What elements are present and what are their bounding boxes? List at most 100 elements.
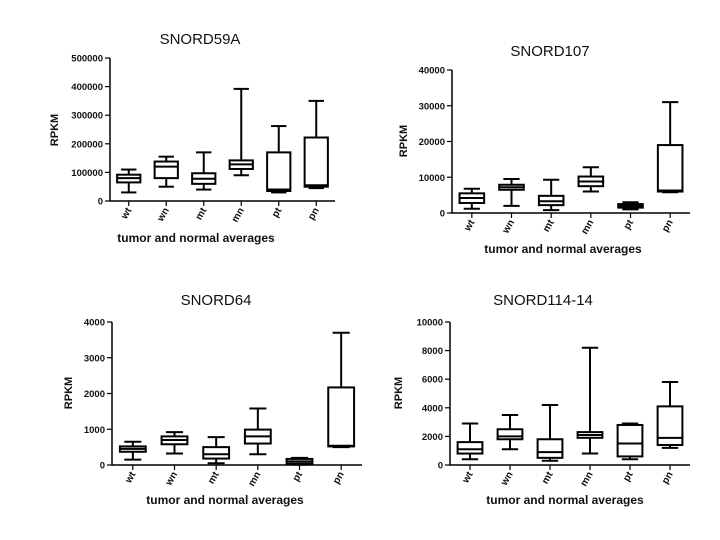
box-plot-mt (202, 436, 231, 465)
y-tick-label: 400000 (71, 82, 103, 93)
box-plot-wt (458, 187, 486, 210)
x-category-label: mt (194, 205, 210, 222)
box-plot-pt (285, 456, 314, 466)
x-axis-label: tumor and normal averages (146, 493, 304, 507)
box-plot-wt (456, 422, 484, 461)
y-tick-label: 10000 (419, 173, 445, 184)
axis-lines (111, 322, 362, 466)
y-tick-label: 6000 (422, 375, 443, 386)
box-plot-pn (656, 381, 684, 449)
x-category-label: wn (500, 218, 517, 236)
box-iqr (656, 144, 684, 193)
y-tick-label: 4000 (422, 403, 443, 414)
x-category-label: pn (660, 218, 676, 234)
plot-area: 0 2000 4000 6000 8000 10000 wt wn mt mn pt pn (417, 318, 690, 488)
x-axis-label: tumor and normal averages (117, 231, 275, 245)
y-tick-label: 20000 (419, 137, 445, 148)
x-category-label: pt (621, 469, 636, 483)
box-plot-mn (243, 407, 272, 456)
x-category-label: mn (230, 206, 247, 224)
chart-title: SNORD64 (181, 292, 252, 309)
box-iqr (656, 405, 684, 446)
chart-title: SNORD59A (160, 31, 241, 48)
y-tick-label: 200000 (71, 139, 103, 150)
y-tick-label: 10000 (417, 318, 443, 329)
box-plot-wn (153, 155, 179, 188)
box-plot-pt (616, 422, 644, 461)
y-tick-label: 3000 (84, 353, 105, 364)
x-category-label: mn (579, 470, 596, 488)
y-tick-label: 2000 (422, 432, 443, 443)
box-iqr (496, 428, 524, 441)
box-iqr (536, 438, 564, 459)
box-iqr (202, 446, 231, 460)
box-iqr (153, 160, 179, 180)
box-plot-wn (160, 431, 189, 455)
box-iqr (303, 136, 329, 188)
y-tick-label: 0 (438, 461, 443, 472)
x-category-label: wt (123, 469, 139, 486)
y-tick-label: 30000 (419, 101, 445, 112)
box-iqr (616, 423, 644, 458)
x-category-label: mt (540, 469, 556, 486)
y-tick-label: 0 (440, 209, 445, 220)
x-category-label: wt (460, 469, 476, 486)
x-category-label: wn (499, 470, 516, 488)
x-category-label: pt (291, 469, 306, 483)
x-category-label: wn (155, 206, 172, 224)
box-iqr (456, 441, 484, 455)
x-category-label: mn (246, 470, 263, 488)
box-plot-mn (576, 346, 604, 455)
y-axis-label: RPKM (63, 377, 75, 409)
plot-area: 0 100000 200000 300000 400000 500000 wt wn mt mn p… (71, 54, 335, 224)
box-plot-pn (303, 99, 329, 190)
x-category-label: mn (579, 218, 596, 236)
y-tick-label: 8000 (422, 346, 443, 357)
chart-title: SNORD114-14 (493, 292, 593, 309)
plot-area: 0 10000 20000 30000 40000 wt wn mt mn pt pn (419, 66, 690, 236)
box-plot-pn (327, 331, 356, 449)
x-category-label: mt (541, 217, 557, 234)
box-plot-wt (116, 168, 142, 194)
x-axis-label: tumor and normal averages (486, 493, 644, 507)
y-tick-label: 0 (98, 197, 103, 208)
box-plot-mn (228, 87, 254, 177)
x-category-label: pn (306, 206, 322, 222)
x-axis-label: tumor and normal averages (484, 242, 642, 256)
box-plot-wn (498, 178, 525, 207)
x-category-label: pn (331, 470, 347, 486)
y-tick-label: 0 (100, 461, 105, 472)
y-axis-label: RPKM (398, 125, 410, 157)
box-plot-pt (617, 201, 644, 211)
x-category-label: pn (660, 470, 676, 486)
box-plot-pt (266, 125, 292, 194)
y-tick-label: 300000 (71, 111, 103, 122)
chart-title: SNORD107 (510, 43, 589, 60)
x-category-label: wn (163, 470, 180, 488)
plot-area: 0 1000 2000 3000 4000 wt wn mt mn pt pn (84, 318, 362, 488)
panel-snord114-14: SNORD114-14 RPKM tumor and normal averag… (393, 292, 690, 507)
box-iqr (327, 386, 356, 448)
x-category-label: mt (206, 469, 222, 486)
y-tick-label: 2000 (84, 389, 105, 400)
box-iqr (266, 151, 292, 192)
y-tick-label: 40000 (419, 66, 445, 77)
box-plot-mt (536, 403, 564, 462)
axis-lines (109, 58, 335, 202)
box-plot-wt (118, 440, 147, 461)
y-axis-label: RPKM (393, 377, 405, 409)
y-tick-label: 100000 (71, 168, 103, 179)
y-axis-label: RPKM (49, 114, 61, 146)
panel-snord64: SNORD64 RPKM tumor and normal averages 0… (63, 292, 362, 507)
box-plot-mt (191, 151, 217, 191)
x-category-label: wt (462, 217, 478, 234)
axis-lines (449, 322, 690, 466)
y-tick-label: 4000 (84, 318, 105, 329)
x-category-label: pt (270, 205, 285, 219)
x-category-label: wt (119, 205, 135, 222)
x-category-label: pt (622, 217, 637, 231)
y-tick-label: 1000 (84, 425, 105, 436)
panel-snord107: SNORD107 RPKM tumor and normal averages … (398, 43, 690, 256)
box-plot-wn (496, 413, 524, 451)
